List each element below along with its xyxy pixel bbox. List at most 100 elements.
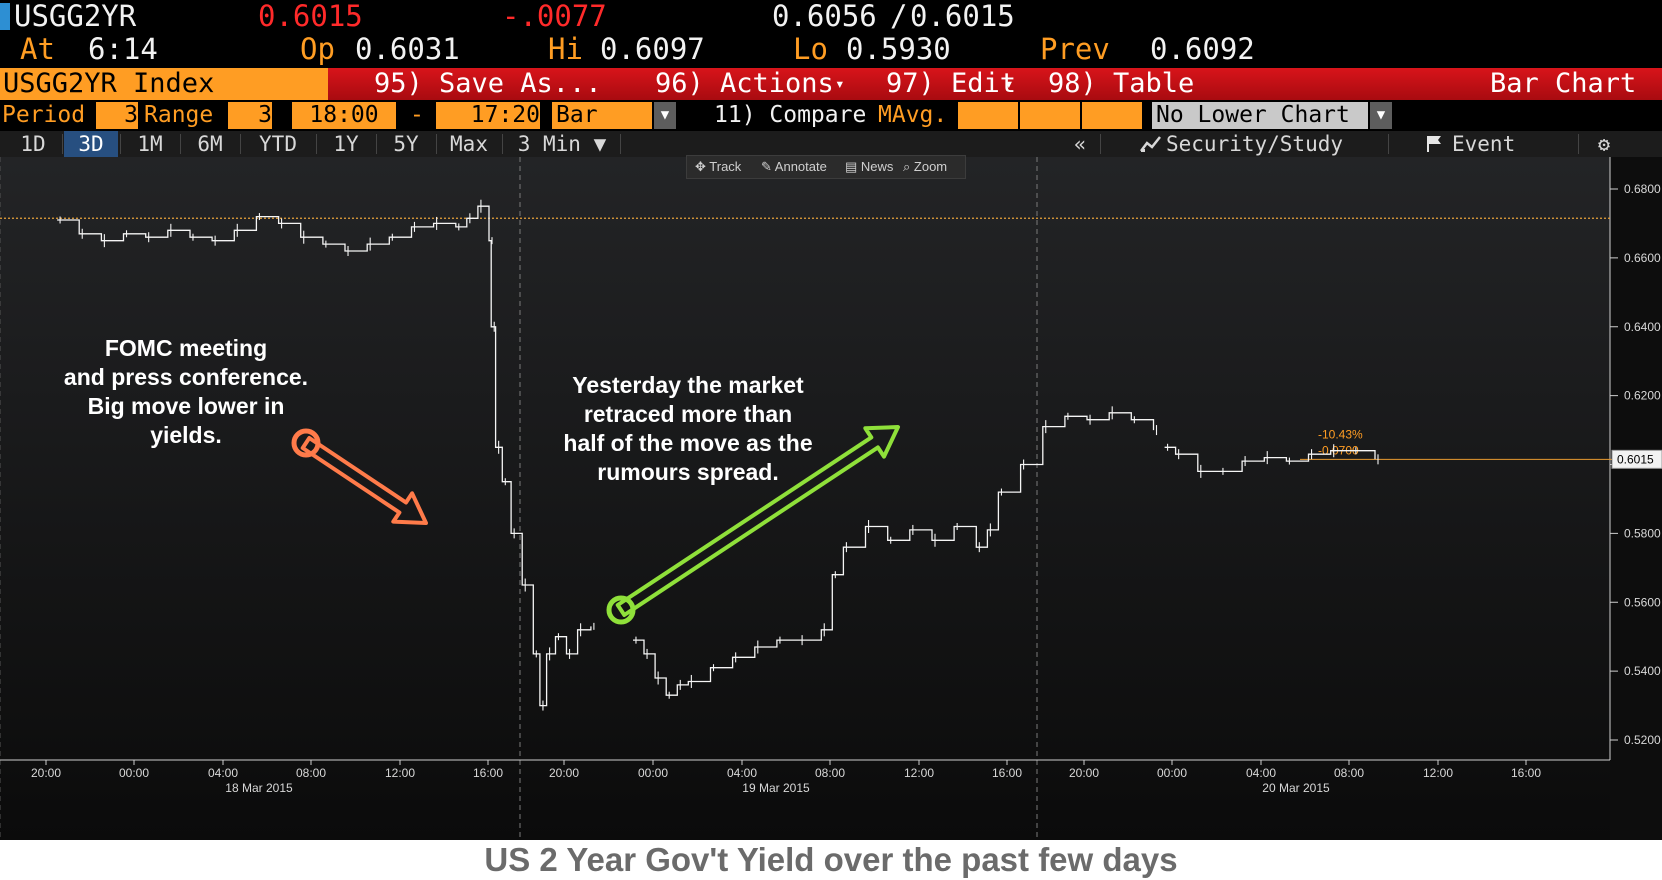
x-tick-label: 04:00 xyxy=(208,766,238,780)
tab-5y[interactable]: 5Y xyxy=(393,132,419,156)
date-label: 20 Mar 2015 xyxy=(1262,781,1330,795)
last-value-label: 0.6015 xyxy=(1617,452,1654,466)
high-label: Hi xyxy=(548,32,583,66)
range-dash: - xyxy=(410,102,424,128)
tab-1y[interactable]: 1Y xyxy=(333,132,359,156)
bid-price: 0.6056 xyxy=(772,0,877,33)
actions-menu[interactable]: 96) Actions xyxy=(655,68,834,99)
range-label: Range xyxy=(144,102,214,128)
x-tick-label: 20:00 xyxy=(549,766,579,780)
chart-caption: US 2 Year Gov't Yield over the past few … xyxy=(0,840,1662,880)
tab-1m[interactable]: 1M xyxy=(137,132,163,156)
price-series-line xyxy=(1164,446,1376,473)
security-study-button[interactable]: Security/Study xyxy=(1166,132,1344,156)
ticker: USGG2YR xyxy=(14,0,137,33)
security-study-icon xyxy=(1140,135,1162,157)
mavg-field-1[interactable] xyxy=(958,102,1018,129)
x-tick-label: 20:00 xyxy=(1069,766,1099,780)
table-button[interactable]: 98) Table xyxy=(1048,68,1195,99)
net-change: -.0077 xyxy=(502,0,607,33)
prev-label: Prev xyxy=(1040,32,1110,66)
x-tick-label: 08:00 xyxy=(296,766,326,780)
lower-chart-value: No Lower Chart xyxy=(1156,102,1350,128)
bid-ask-separator: / xyxy=(890,0,908,33)
index-name: USGG2YR Index xyxy=(3,68,215,99)
settings-gear-icon[interactable]: ⚙ xyxy=(1598,132,1611,156)
mavg-field-2[interactable] xyxy=(1020,102,1080,129)
y-tick-label: 0.5200 xyxy=(1624,733,1661,747)
x-tick-label: 04:00 xyxy=(1246,766,1276,780)
x-tick-label: 08:00 xyxy=(815,766,845,780)
y-tick-label: 0.6400 xyxy=(1624,320,1661,334)
mavg-field-3[interactable] xyxy=(1082,102,1142,129)
open-value: 0.6031 xyxy=(355,32,460,66)
low-value: 0.5930 xyxy=(846,32,951,66)
ask-price: 0.6015 xyxy=(910,0,1015,33)
period-value: 3 xyxy=(124,102,138,128)
bar-type-select[interactable]: Bar xyxy=(552,102,652,129)
interval-select[interactable]: 3 Min ▼ xyxy=(517,132,607,156)
x-tick-label: 16:00 xyxy=(473,766,503,780)
price-chart[interactable]: 0.68000.66000.64000.62000.60000.58000.56… xyxy=(0,157,1662,840)
actions-dropdown-icon[interactable]: ▾ xyxy=(835,74,845,93)
period-field[interactable]: 3 xyxy=(96,102,138,129)
date-label: 18 Mar 2015 xyxy=(225,781,293,795)
start-time: 18:00 xyxy=(309,102,379,128)
lower-chart-select[interactable]: No Lower Chart xyxy=(1152,102,1368,129)
chart-canvas: 0.68000.66000.64000.62000.60000.58000.56… xyxy=(0,157,1662,840)
fomc-arrow xyxy=(291,428,428,525)
edit-dropdown-icon[interactable]: ▾ xyxy=(1004,74,1014,93)
quote-row-2: At 6:14 Op 0.6031 Hi 0.6097 Lo 0.5930 Pr… xyxy=(0,33,1662,66)
x-tick-label: 20:00 xyxy=(31,766,61,780)
collapse-button[interactable]: « xyxy=(1073,132,1087,156)
x-tick-label: 00:00 xyxy=(1157,766,1187,780)
zoom-tool[interactable]: ⌕ Zoom xyxy=(903,159,948,174)
fomc-annotation: FOMC meeting and press conference. Big m… xyxy=(63,335,309,448)
quote-time: 6:14 xyxy=(88,32,158,66)
tab-ytd[interactable]: YTD xyxy=(259,132,297,156)
mavg-label[interactable]: MAvg. xyxy=(878,102,948,128)
x-tick-label: 00:00 xyxy=(119,766,149,780)
price-series-line xyxy=(57,205,592,707)
bar-type: Bar xyxy=(556,102,598,128)
x-tick-label: 00:00 xyxy=(638,766,668,780)
start-time-field[interactable]: 18:00 xyxy=(292,102,396,129)
y-tick-label: 0.5600 xyxy=(1624,595,1661,609)
retrace-annotation: Yesterday the market retraced more than … xyxy=(563,372,813,485)
save-as-button[interactable]: 95) Save As... xyxy=(374,68,602,99)
retrace-arrow xyxy=(606,425,900,625)
tab-max[interactable]: Max xyxy=(450,132,488,156)
annotate-tool[interactable]: ✎ Annotate xyxy=(761,159,827,174)
high-value: 0.6097 xyxy=(600,32,705,66)
edit-menu[interactable]: 97) Edit xyxy=(886,68,1017,99)
tab-6m[interactable]: 6M xyxy=(197,132,223,156)
event-button[interactable]: Event xyxy=(1452,132,1516,156)
y-tick-label: 0.5400 xyxy=(1624,664,1661,678)
flag-icon xyxy=(1426,135,1442,157)
prev-value: 0.6092 xyxy=(1150,32,1255,66)
menu-bar: USGG2YR Index 95) Save As... 96) Actions… xyxy=(0,68,1662,100)
chart-type-label: Bar Chart xyxy=(1490,68,1637,99)
range-value: 3 xyxy=(258,102,272,128)
open-label: Op xyxy=(300,32,335,66)
end-time-field[interactable]: 17:20 xyxy=(436,102,540,129)
tab-3d[interactable]: 3D xyxy=(64,131,118,157)
last-value-box xyxy=(1611,449,1662,469)
x-tick-label: 16:00 xyxy=(992,766,1022,780)
x-tick-label: 16:00 xyxy=(1511,766,1541,780)
lower-chart-dropdown-icon[interactable]: ▼ xyxy=(1370,102,1392,129)
tab-1d[interactable]: 1D xyxy=(20,132,46,156)
index-name-box[interactable]: USGG2YR Index xyxy=(0,68,328,100)
news-tool[interactable]: ▤ News xyxy=(845,159,894,174)
quote-row-1: USGG2YR 0.6015 -.0077 0.6056 / 0.6015 xyxy=(0,0,1662,33)
chart-toolbar: ✥ Track ✎ Annotate ▤ News ⌕ Zoom xyxy=(686,155,966,179)
range-field[interactable]: 3 xyxy=(228,102,272,129)
x-tick-label: 12:00 xyxy=(385,766,415,780)
at-label: At xyxy=(20,32,55,66)
change-pct-label: -10.43% xyxy=(1318,427,1363,441)
y-tick-label: 0.5800 xyxy=(1624,526,1661,540)
compare-button[interactable]: 11) Compare xyxy=(714,102,867,128)
bar-type-dropdown-icon[interactable]: ▼ xyxy=(654,102,676,129)
timeframe-tabs: 1D 3D 1M 6M YTD 1Y 5Y Max 3 Min ▼ « Secu… xyxy=(0,131,1662,157)
track-tool[interactable]: ✥ Track xyxy=(695,159,742,174)
